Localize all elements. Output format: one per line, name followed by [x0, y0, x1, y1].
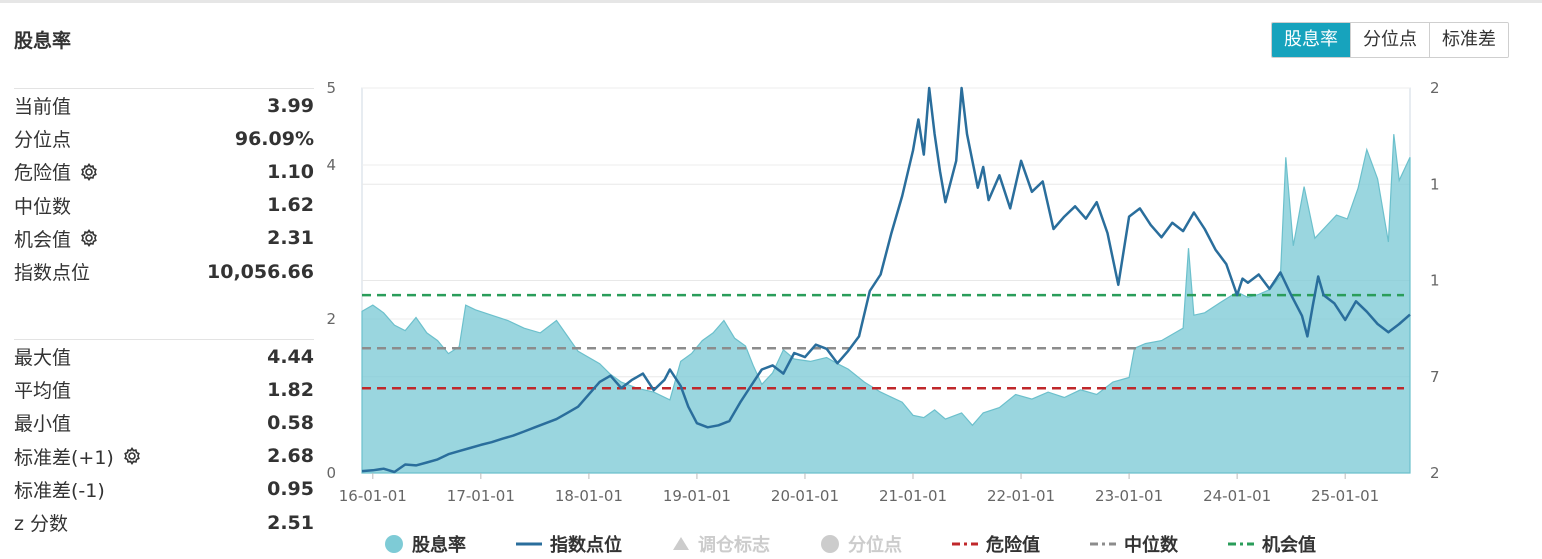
stat-row: 中位数 1.62	[14, 189, 314, 222]
legend-triangle-icon	[673, 537, 689, 550]
legend-item[interactable]: 股息率	[384, 531, 466, 557]
stat-value: 2.31	[267, 227, 314, 250]
stat-row: 机会值 2.31	[14, 222, 314, 255]
stat-value: 2.51	[267, 511, 314, 534]
x-tick-label: 21-01-01	[879, 487, 947, 505]
tab-percentile[interactable]: 分位点	[1350, 23, 1429, 57]
chart-legend: 股息率 指数点位 调仓标志 分位点 危险值 中位数 机会值	[384, 531, 1366, 557]
legend-label: 指数点位	[550, 535, 622, 556]
gear-icon[interactable]	[79, 162, 99, 182]
tab-std-dev[interactable]: 标准差	[1429, 23, 1508, 57]
index-points-line	[361, 86, 1411, 474]
tab-dividend-yield[interactable]: 股息率	[1272, 23, 1350, 57]
legend-label: 机会值	[1262, 535, 1316, 556]
y-right-tick-label: 11,708	[1430, 272, 1440, 290]
legend-circle-icon	[385, 535, 403, 553]
legend-item[interactable]: 指数点位	[516, 531, 622, 557]
y-left-tick-label: 5	[326, 79, 336, 97]
y-left-tick-label: 2	[326, 310, 336, 328]
legend-item[interactable]: 危险值	[952, 531, 1040, 557]
stat-value: 96.09%	[234, 127, 314, 150]
stat-label: 指数点位	[14, 262, 91, 285]
x-tick-label: 23-01-01	[1095, 487, 1163, 505]
legend-line-icon	[516, 542, 542, 546]
legend-label: 中位数	[1124, 535, 1178, 556]
legend-dash-icon	[952, 542, 978, 546]
stat-row: 指数点位 10,056.66	[14, 255, 314, 288]
x-tick-label: 16-01-01	[339, 487, 407, 505]
x-tick-label: 20-01-01	[771, 487, 839, 505]
metric-tab-group: 股息率 分位点 标准差	[1271, 22, 1509, 58]
stat-label: 标准差(+1)	[14, 446, 114, 469]
stat-value: 2.68	[267, 445, 314, 468]
stat-row: 标准差(-1) 0.95	[14, 473, 314, 506]
dividend-yield-chart: 0 2 4 5 2,390 7,049 11,708 16,367 21,026 16-01-01…	[326, 79, 1440, 505]
legend-label: 危险值	[986, 535, 1040, 556]
stat-row: 平均值 1.82	[14, 373, 314, 406]
gear-icon[interactable]	[122, 446, 142, 466]
y-right-tick-label: 21,026	[1430, 79, 1440, 97]
stat-value: 1.82	[267, 378, 314, 401]
legend-circle-icon	[821, 535, 839, 553]
x-tick-label: 22-01-01	[987, 487, 1055, 505]
legend-item[interactable]: 中位数	[1090, 531, 1178, 557]
stat-label: 危险值	[14, 162, 72, 185]
stats-panel-current: 当前值 3.99 分位点 96.09% 危险值 1.10 中位数 1.62 机会值 2.31 指数点…	[14, 88, 314, 288]
x-tick-label: 19-01-01	[663, 487, 731, 505]
stat-value: 1.10	[267, 160, 314, 183]
stat-row: 分位点 96.09%	[14, 122, 314, 155]
y-right-tick-label: 2,390	[1430, 464, 1440, 482]
stat-label: 标准差(-1)	[14, 479, 105, 502]
stat-value: 3.99	[267, 94, 314, 117]
legend-item[interactable]: 调仓标志	[672, 531, 770, 557]
stat-label: 最小值	[14, 413, 72, 436]
legend-dash-icon	[1090, 542, 1116, 546]
legend-label: 分位点	[848, 535, 902, 556]
stat-label: 平均值	[14, 380, 72, 403]
stat-label: 最大值	[14, 347, 72, 370]
y-right-tick-label: 7,049	[1430, 368, 1440, 386]
stat-row: 最大值 4.44	[14, 340, 314, 373]
stat-row: 危险值 1.10	[14, 155, 314, 188]
gear-icon[interactable]	[79, 228, 99, 248]
stat-label: z 分数	[14, 513, 69, 536]
x-tick-label: 25-01-01	[1311, 487, 1379, 505]
stat-label: 中位数	[14, 195, 72, 218]
stat-value: 4.44	[267, 345, 314, 368]
x-tick-label: 18-01-01	[555, 487, 623, 505]
x-tick-label: 24-01-01	[1203, 487, 1271, 505]
panel-title: 股息率	[14, 30, 72, 52]
y-left-tick-label: 0	[326, 464, 336, 482]
stat-value: 1.62	[267, 194, 314, 217]
stat-row: 最小值 0.58	[14, 406, 314, 439]
stat-label: 机会值	[14, 228, 72, 251]
stat-label: 分位点	[14, 129, 72, 152]
stat-row: z 分数 2.51	[14, 506, 314, 539]
legend-item[interactable]: 分位点	[820, 531, 902, 557]
legend-dash-icon	[1228, 542, 1254, 546]
top-divider	[0, 0, 1542, 3]
legend-item[interactable]: 机会值	[1228, 531, 1316, 557]
stat-row: 当前值 3.99	[14, 89, 314, 122]
stat-value: 0.95	[267, 478, 314, 501]
stats-panel-summary: 最大值 4.44 平均值 1.82 最小值 0.58 标准差(+1) 2.68 标准差(-1) 0…	[14, 339, 314, 539]
legend-label: 股息率	[412, 535, 466, 556]
stat-label: 当前值	[14, 96, 72, 119]
x-tick-label: 17-01-01	[447, 487, 515, 505]
stat-row: 标准差(+1) 2.68	[14, 440, 314, 473]
stat-value: 0.58	[267, 411, 314, 434]
y-right-tick-label: 16,367	[1430, 175, 1440, 193]
y-left-tick-label: 4	[326, 156, 336, 174]
legend-label: 调仓标志	[698, 535, 770, 556]
stat-value: 10,056.66	[207, 260, 314, 283]
